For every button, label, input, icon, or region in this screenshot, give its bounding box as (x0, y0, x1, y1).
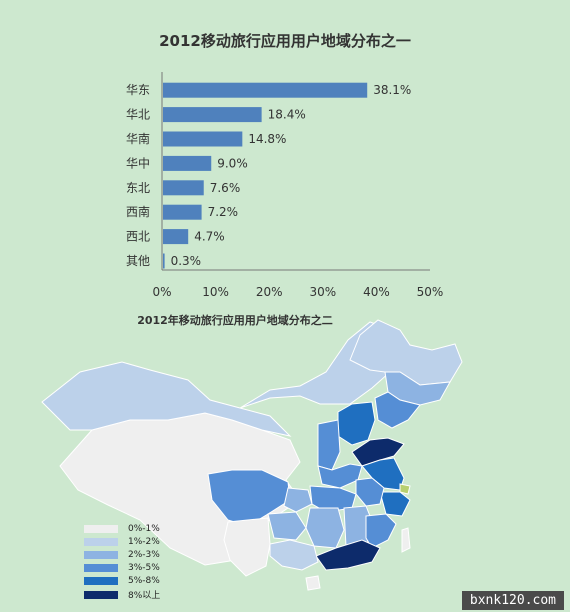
map-region-guangxi (269, 539, 319, 571)
map-region-shanghai (399, 483, 411, 495)
data-label: 9.0% (217, 156, 248, 170)
x-tick-label: 40% (363, 285, 390, 299)
x-tick-label: 10% (202, 285, 229, 299)
category-label: 其他 (126, 254, 150, 268)
map-title: 2012年移动旅行应用用户地域分布之二 (137, 314, 333, 327)
legend-item: 0%-1% (84, 522, 160, 535)
x-tick-label: 50% (417, 285, 444, 299)
legend-label: 3%-5% (128, 563, 160, 574)
bar (163, 82, 368, 98)
bar-chart: 华东 38.1% 华北 18.4% 华南 14.8% 华中 9.0% 东北 7.6% 西南 7.2% 西… (126, 72, 444, 299)
data-label: 0.3% (171, 254, 202, 268)
data-label: 14.8% (248, 132, 286, 146)
category-label: 华南 (126, 131, 150, 146)
legend-item: 5%-8% (84, 575, 160, 588)
legend-item: 8%以上 (84, 588, 160, 601)
x-tick-label: 0% (152, 285, 171, 299)
legend-swatch (84, 537, 118, 546)
legend-swatch (84, 524, 118, 533)
map-region-guangdong (315, 539, 381, 571)
bar (163, 131, 243, 147)
category-label: 华北 (126, 108, 150, 122)
legend-label: 1%-2% (128, 536, 160, 547)
data-label: 7.2% (208, 205, 239, 219)
legend-swatch (84, 590, 118, 599)
map-region-hebei (337, 401, 376, 446)
legend-label: 0%-1% (128, 523, 160, 534)
category-label: 西北 (126, 230, 150, 244)
legend-label: 5%-8% (128, 576, 160, 587)
legend-label: 8%以上 (128, 591, 161, 602)
map-region-shanxi (317, 419, 341, 471)
data-label: 7.6% (210, 181, 241, 195)
map-region-liaoning (374, 391, 421, 429)
category-label: 东北 (126, 181, 150, 195)
bar (163, 229, 189, 245)
chart-title: 2012移动旅行应用用户地域分布之一 (159, 32, 411, 50)
data-label: 4.7% (194, 230, 225, 244)
x-tick-label: 30% (309, 285, 336, 299)
map-region-northwest (41, 361, 292, 437)
legend-swatch (84, 564, 118, 573)
map-legend: 0%-1% 1%-2% 2%-3% 3%-5% 5%-8% 8%以上 (84, 522, 160, 601)
data-label: 18.4% (268, 108, 306, 122)
bar (163, 204, 202, 220)
category-label: 华东 (126, 83, 150, 97)
category-label: 西南 (126, 204, 150, 219)
legend-item: 1%-2% (84, 535, 160, 548)
map-region-hainan (305, 575, 321, 591)
bar (163, 155, 212, 171)
x-tick-label: 20% (256, 285, 283, 299)
data-label: 38.1% (373, 83, 411, 97)
map-region-hunan (305, 507, 345, 549)
map-region-zhejiang (379, 491, 411, 517)
legend-label: 2%-3% (128, 549, 160, 560)
map-region-chongqing (283, 487, 313, 513)
watermark: bxnk120.com (461, 591, 564, 610)
map-region-guizhou (267, 511, 307, 541)
map-region-fujian (365, 513, 397, 549)
bar (163, 253, 165, 269)
map-region-taiwan (401, 527, 411, 553)
legend-swatch (84, 550, 118, 559)
bar (163, 180, 204, 196)
bar (163, 107, 262, 123)
map-region-yunnan (223, 517, 271, 577)
legend-swatch (84, 577, 118, 586)
map-region-henan (317, 463, 363, 489)
legend-item: 2%-3% (84, 548, 160, 561)
legend-item: 3%-5% (84, 562, 160, 575)
map-region-sichuan (207, 469, 291, 527)
category-label: 华中 (126, 155, 150, 170)
